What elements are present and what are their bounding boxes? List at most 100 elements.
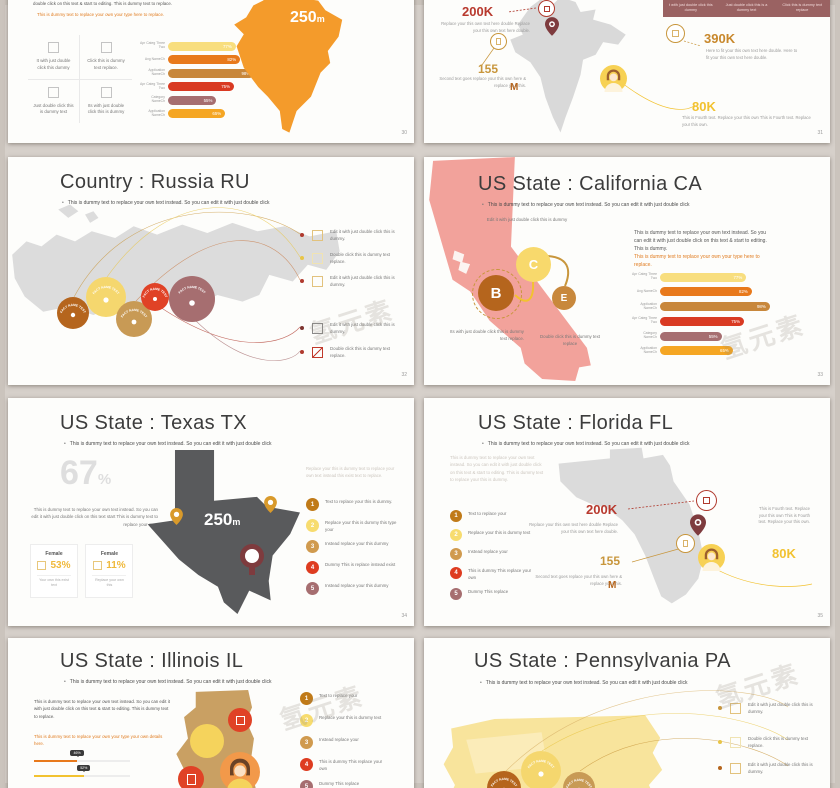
bubble-b-ring [472, 269, 522, 319]
stat-80k: 80K [692, 99, 716, 114]
person-avatar-icon [600, 65, 627, 92]
person-avatar-icon [698, 544, 725, 571]
slide-florida[interactable]: US State : Florida FL • This is dummy tex… [424, 398, 830, 626]
checkbox-item: Its with just double click this is dummy [80, 80, 132, 124]
checkbox-icon [730, 703, 741, 714]
numbered-item: 5 Instead replace your this dummy [306, 582, 397, 595]
monogram-m: M [510, 82, 519, 93]
stat-80k-caption: This is Fourth text. Replace your this o… [682, 115, 811, 127]
slide-texas[interactable]: US State : Texas TX • This is dummy text … [8, 398, 414, 626]
checkbox-icon [48, 86, 59, 98]
legend-item: Double click this is dummy text replace. [300, 346, 406, 360]
ring-marker-stem [249, 566, 255, 575]
person-avatar-circle [220, 752, 260, 788]
legend-item: Edit it with just double click this is d… [718, 702, 824, 716]
bar-category-label: Application NameCh [148, 68, 165, 77]
russia-map [12, 204, 340, 316]
numbered-item: 4 This is dummy This replace your own [300, 758, 391, 773]
slide-pennsylvania[interactable]: US State : Pennsylvania PA • This is dumm… [424, 638, 830, 788]
stat-390k-caption: Here to fit your this own text here doub… [706, 48, 798, 60]
progress-slider[interactable]: 52% [34, 765, 130, 777]
bullet-icon: • [62, 200, 64, 206]
bar-track: 75% [168, 82, 256, 92]
side-note: Replace your this is dummy text to repla… [306, 466, 395, 478]
bar-category-label: Application NameCh [640, 346, 657, 354]
map-marker-square-icon [666, 24, 685, 43]
map-marker-person-icon [676, 534, 695, 553]
bar-fill: 75% [168, 82, 234, 92]
bar-track: 77% [660, 272, 772, 282]
slider-fill [34, 775, 84, 777]
stat-155-caption: Second text goes replace your this own h… [535, 574, 622, 586]
bar-value-label: 98% [756, 304, 766, 310]
bullet-icon: • [482, 202, 484, 208]
legend-item: Double click this is dummy text replace. [718, 736, 824, 750]
slide-india[interactable]: t with just double click this dummy Just… [424, 0, 830, 143]
bullet-icon: • [64, 679, 66, 685]
bar-row: Apr Categ Three Two 75% [630, 315, 772, 327]
texas-map [147, 450, 300, 615]
map-value: 250m [204, 510, 241, 529]
checkbox-icon [312, 276, 323, 287]
slide-california[interactable]: US State : California CA • This is dummy … [424, 157, 830, 385]
numbered-item: 2 Replace your this is dummy text [300, 714, 391, 727]
bar-track: 98% [168, 68, 256, 78]
bar-category-label: Category NameCh [643, 331, 657, 340]
page-number: 33 [817, 372, 823, 378]
bar-row: Application NameCh 65% [138, 108, 256, 120]
slider-fill [34, 760, 78, 762]
header-cell: Click this is dummy text replace [782, 3, 823, 13]
dot-icon [718, 766, 722, 770]
numbered-item: 4 Dummy This is replace instead exist [306, 561, 397, 574]
category-bar-chart: Apr Categ Three Two 77% Avg NameCh 82% Appli… [630, 271, 772, 357]
dot-icon [718, 740, 722, 744]
stat-200k: 200K [586, 502, 618, 517]
checkbox-icon [100, 42, 112, 53]
checkbox-icon [312, 347, 323, 358]
bar-value-label: 82% [227, 57, 237, 63]
bar-value-label: 65% [212, 111, 222, 117]
stat-80k-caption: This is Fourth text. Replace your this o… [758, 506, 810, 525]
india-map [510, 0, 626, 133]
numbered-item: 2 Replace your this is dummy text [450, 529, 540, 541]
bar-row: Apr Categ Three Two 75% [138, 81, 256, 93]
page-number: 30 [401, 130, 407, 136]
bar-fill: 98% [660, 302, 770, 312]
slide-subtitle: • This is dummy text to replace your own … [482, 202, 690, 208]
slider-tooltip: 46% [70, 750, 84, 757]
watermark: 氢元素 [275, 680, 368, 736]
slide-subtitle: • This is dummy text to replace your own … [62, 200, 270, 206]
slide-illinois[interactable]: US State : Illinois IL • This is dummy te… [8, 638, 414, 788]
monogram-m: M [608, 580, 617, 591]
bar-track: 75% [660, 316, 772, 326]
bar-value-label: 98% [241, 70, 251, 76]
map-marker-square-icon [538, 0, 555, 17]
florida-map [558, 447, 704, 604]
female-stat-box: Female 53% Your own this exist text [30, 544, 78, 598]
bar-value-label: 55% [203, 97, 213, 103]
bar-value-label: 77% [222, 43, 232, 49]
bubble-e-note: Double click this is dummy text replace [539, 334, 601, 346]
bar-track: 77% [168, 41, 256, 51]
legend-item: Edit it with just double click this is d… [718, 762, 824, 776]
checkbox-icon [730, 763, 741, 774]
bar-category-label: Apr Categ Three Two [139, 41, 165, 49]
bar-value-label: 75% [221, 84, 230, 90]
checkbox-icon [37, 561, 47, 570]
bar-fill: 77% [168, 41, 236, 51]
slide-russia[interactable]: Country : Russia RU • This is dummy text … [8, 157, 414, 385]
progress-slider[interactable]: 46% [34, 750, 130, 762]
bar-value-label: 75% [731, 318, 740, 324]
bar-category-label: Application NameCh [148, 109, 165, 117]
bar-category-label: Apr Categ Three Two [139, 81, 165, 90]
numbered-item: 1 Text to replace your [450, 510, 540, 522]
stat-80k: 80K [772, 546, 796, 561]
slide-subtitle: • This is dummy text to replace your own … [64, 441, 272, 447]
bar-value-label: 65% [720, 348, 729, 354]
checkbox-icon [730, 737, 741, 748]
bar-track: 55% [168, 95, 256, 105]
bar-track: 65% [168, 109, 256, 119]
slide-brazil[interactable]: double click on this text & start to edi… [8, 0, 414, 143]
body-paragraph: This is dummy text to replace your own t… [31, 507, 158, 527]
